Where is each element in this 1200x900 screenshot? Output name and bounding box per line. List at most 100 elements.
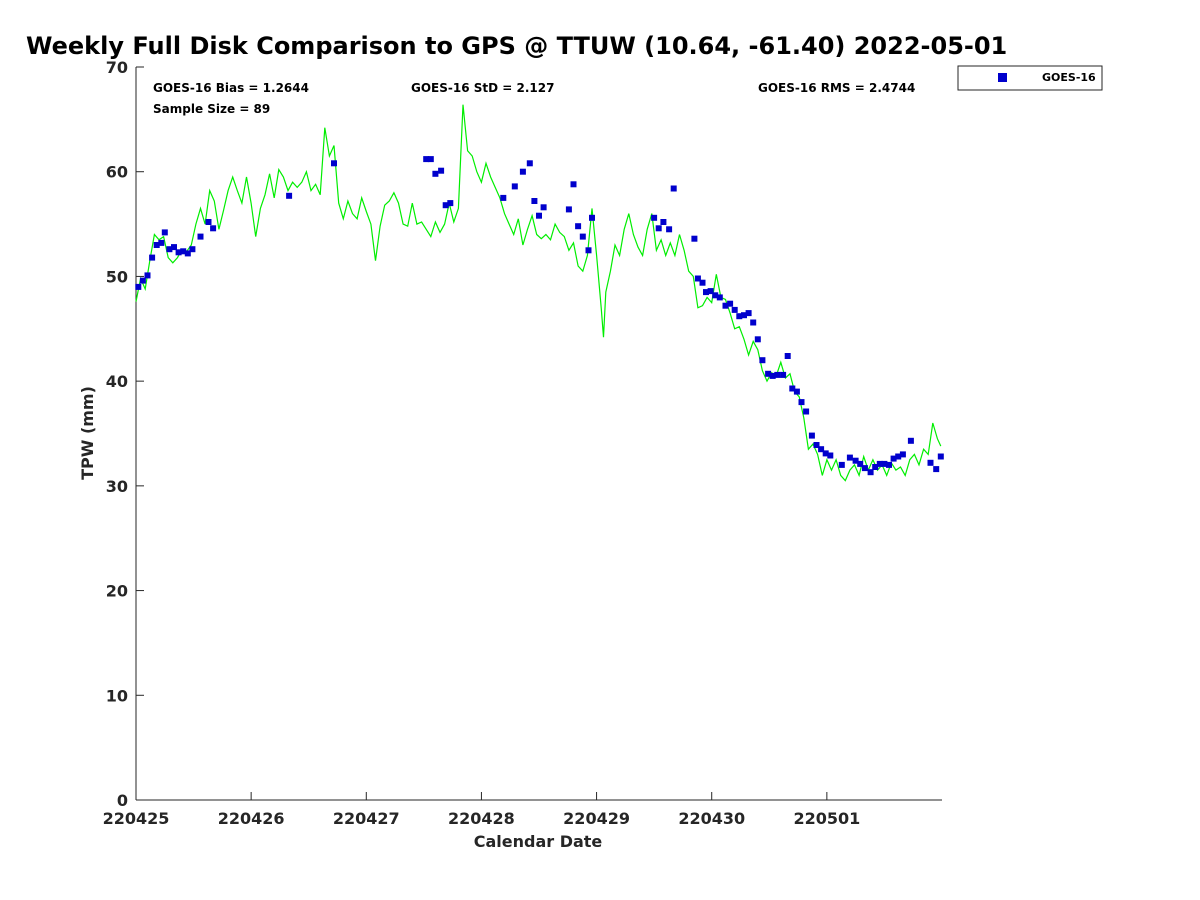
goes16-point [540,204,547,211]
goes16-point [886,461,892,468]
goes16-point [432,170,439,177]
y-tick-label: 0 [117,791,128,810]
y-axis-label: TPW (mm) [78,386,97,480]
goes16-point [736,313,743,320]
goes16-point [166,246,173,253]
goes16-point [570,181,577,188]
goes16-point [861,465,868,472]
goes16-point [536,212,542,219]
goes16-point [189,246,196,253]
goes16-point [895,453,902,460]
goes16-point [716,294,723,301]
goes16-point [890,455,897,462]
goes16-point [769,372,776,379]
goes16-point [899,451,906,458]
goes16-point [149,254,156,261]
goes16-point [427,156,434,163]
goes16-point [803,408,810,415]
goes16-point [765,370,772,377]
goes16-point [707,288,714,295]
plot-area [135,67,942,801]
goes16-point [857,460,864,467]
y-axis-ticks: 0 10 20 30 40 50 60 70 [106,58,144,810]
goes16-point [666,226,673,233]
goes16-point [759,357,766,364]
x-tick-label: 220430 [678,809,745,828]
goes16-point [927,459,934,466]
goes16-point [447,200,454,207]
goes16-point [907,437,914,444]
goes16-point [670,185,677,192]
goes16-point [575,223,582,230]
y-tick-label: 10 [106,686,128,705]
goes16-point [651,214,658,221]
goes16-point [818,446,825,453]
goes16-point [438,167,445,174]
goes16-point [531,198,538,204]
y-tick-label: 70 [106,58,128,77]
goes16-point [144,272,151,279]
goes16-point [500,194,507,201]
y-tick-label: 40 [106,372,128,391]
goes16-point [158,239,165,246]
goes16-point [780,371,787,378]
goes16-point [745,310,752,317]
x-tick-label: 220427 [333,809,400,828]
goes16-point [579,233,586,240]
x-tick-label: 220425 [103,809,170,828]
y-tick-label: 30 [106,477,128,496]
x-tick-label: 220426 [218,809,285,828]
goes16-point [846,454,853,461]
legend-box [957,65,1103,91]
x-tick-label: 220501 [793,809,860,828]
goes16-point [852,457,859,464]
rms-stat: GOES-16 RMS = 2.4744 [758,81,915,95]
goes16-point [135,283,142,290]
x-axis-ticks: 220425 220426 220427 220428 220429 220430 2205… [103,792,860,828]
y-tick-label: 50 [106,267,128,286]
goes16-point [808,432,815,439]
goes16-point [331,160,337,167]
goes16-point [793,388,800,395]
chart-title: Weekly Full Disk Comparison to GPS @ TTU… [26,32,1007,60]
legend: GOES-16 [957,65,1103,91]
goes16-point [691,235,698,242]
goes16-point [712,292,719,299]
x-axis-label: Calendar Date [474,832,603,851]
goes16-point [703,289,709,296]
bias-stat: GOES-16 Bias = 1.2644 [153,81,309,95]
goes16-series [135,156,944,476]
goes16-point [872,464,879,470]
goes16-point [442,202,449,209]
goes16-point [655,225,662,232]
goes16-point [175,249,182,256]
goes16-point [813,442,820,448]
goes16-point [660,219,667,225]
goes16-point [827,452,834,459]
goes16-point [184,250,191,257]
goes16-point [526,160,533,167]
goes16-point [153,242,160,248]
goes16-point [197,233,204,240]
legend-label-goes16: GOES-16 [1042,71,1096,84]
goes16-point [838,461,845,468]
goes16-point [694,275,701,282]
y-tick-label: 20 [106,582,128,601]
goes16-point [180,248,187,255]
goes16-point [876,460,883,467]
goes16-point [798,399,805,406]
goes16-point [161,229,168,236]
legend-marker-goes16 [998,73,1007,82]
goes16-point [933,466,940,473]
std-stat: GOES-16 StD = 2.127 [411,81,554,95]
goes16-point [867,469,874,476]
goes16-point [589,214,595,221]
goes16-point [585,247,592,254]
goes16-point [139,277,146,284]
goes16-point [699,279,706,286]
goes16-point [789,385,796,392]
goes16-point [750,319,757,326]
goes16-point [210,225,217,232]
goes16-point [727,300,734,307]
goes16-point [822,450,829,457]
